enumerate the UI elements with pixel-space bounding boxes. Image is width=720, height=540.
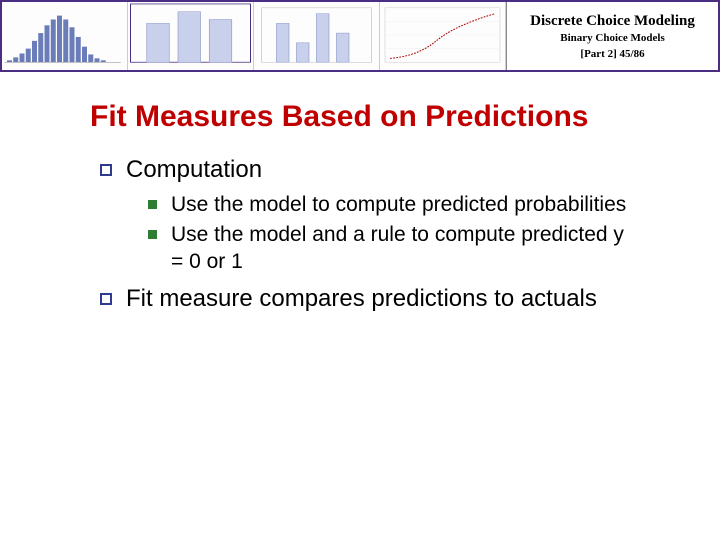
level1-text: Fit measure compares predictions to actu… xyxy=(126,285,597,313)
bullet-level1: Fit measure compares predictions to actu… xyxy=(100,285,700,313)
solid-square-icon xyxy=(148,230,157,239)
header-chart-histogram xyxy=(2,2,128,70)
header-chart-curve xyxy=(380,2,506,70)
header-part-label: [Part 2] 45/86 xyxy=(580,48,644,60)
solid-square-icon xyxy=(148,200,157,209)
header-chart-bars-wide xyxy=(128,2,254,70)
header-chart-bars-thin xyxy=(254,2,380,70)
slide-content: Fit Measures Based on Predictions Comput… xyxy=(0,72,720,339)
hollow-square-icon xyxy=(100,293,112,305)
level2-text: Use the model and a rule to compute pred… xyxy=(171,222,631,275)
header-title-main: Discrete Choice Modeling xyxy=(530,13,695,30)
header-charts-strip xyxy=(2,2,506,70)
bullet-level2: Use the model and a rule to compute pred… xyxy=(148,222,700,275)
hollow-square-icon xyxy=(100,164,112,176)
slide-header: Discrete Choice Modeling Binary Choice M… xyxy=(0,0,720,72)
level1-text: Computation xyxy=(126,156,262,184)
level2-group: Use the model to compute predicted proba… xyxy=(148,192,700,275)
bullet-level1: Computation xyxy=(100,156,700,184)
header-title-sub: Binary Choice Models xyxy=(560,32,665,44)
slide-title: Fit Measures Based on Predictions xyxy=(90,100,700,134)
bullet-level2: Use the model to compute predicted proba… xyxy=(148,192,700,218)
level2-text: Use the model to compute predicted proba… xyxy=(171,192,626,218)
header-title-box: Discrete Choice Modeling Binary Choice M… xyxy=(506,2,718,70)
